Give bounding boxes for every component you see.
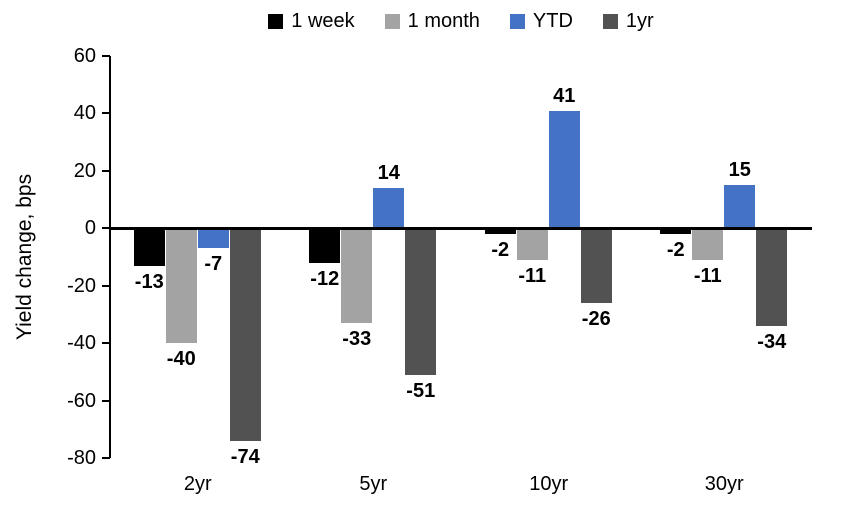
bar-1-month-2yr (165, 228, 197, 344)
bar-value-label: -7 (204, 253, 223, 276)
legend-item-1-week: 1 week (268, 8, 355, 34)
bar-YTD-2yr (197, 228, 229, 249)
y-tick-label: -40 (67, 332, 96, 355)
y-tick-label: 0 (84, 217, 96, 240)
chart-legend: 1 week 1 month YTD 1yr (110, 8, 812, 34)
zero-axis-line (110, 226, 812, 230)
legend-swatch-icon (509, 13, 525, 29)
bar-value-label: -26 (581, 307, 611, 330)
bar-1yr-30yr (756, 228, 788, 326)
bar-YTD-30yr (724, 185, 756, 229)
y-tick-mark (102, 169, 110, 172)
bar-value-label: 14 (377, 162, 400, 185)
y-tick-mark (102, 112, 110, 115)
bar-YTD-10yr (548, 110, 580, 229)
y-tick-mark (102, 457, 110, 459)
bar-value-label: 15 (728, 159, 751, 182)
legend-swatch-icon (384, 13, 400, 29)
bar-1-week-10yr (484, 228, 516, 235)
legend-item-1yr: 1yr (602, 8, 654, 34)
y-tick-label: 20 (73, 159, 96, 182)
y-tick-label: -80 (67, 447, 96, 469)
legend-item-1-month: 1 month (384, 8, 480, 34)
legend-label: 1 week (291, 10, 355, 32)
x-category-label: 2yr (183, 473, 212, 495)
bar-1-week-2yr (133, 228, 165, 266)
bar-YTD-5yr (373, 188, 405, 229)
y-tick-mark (102, 342, 110, 345)
y-tick-label: 40 (73, 102, 96, 125)
legend-item-YTD: YTD (509, 8, 573, 34)
bar-value-label: -40 (166, 348, 196, 371)
bar-1-week-30yr (660, 228, 692, 235)
y-tick-mark (102, 399, 110, 402)
bar-1yr-10yr (580, 228, 612, 303)
y-tick-label: -60 (67, 389, 96, 412)
legend-swatch-icon (602, 13, 618, 29)
bar-1yr-2yr (229, 228, 261, 441)
bar-value-label: -51 (406, 379, 436, 402)
bar-1-month-5yr (341, 228, 373, 324)
y-tick-mark (102, 227, 110, 230)
legend-label: 1 month (407, 10, 480, 32)
legend-swatch-icon (268, 13, 284, 29)
bar-value-label: -74 (230, 445, 260, 468)
y-tick-mark (102, 55, 110, 57)
bar-1-month-30yr (692, 228, 724, 260)
bar-value-label: -13 (134, 270, 164, 293)
x-category-label: 30yr (704, 473, 744, 495)
y-tick-label: -20 (67, 274, 96, 297)
bar-value-label: -34 (757, 330, 787, 353)
bar-value-label: -2 (491, 239, 510, 262)
x-category-label: 5yr (359, 473, 388, 495)
bar-1-week-5yr (309, 228, 341, 263)
bar-value-label: -11 (693, 264, 722, 287)
bar-1yr-5yr (405, 228, 437, 375)
bar-1-month-10yr (516, 228, 548, 260)
bar-value-label: -2 (666, 239, 685, 262)
legend-label: 1yr (625, 10, 654, 32)
bar-value-label: -12 (310, 267, 340, 290)
bar-value-label: -11 (518, 264, 547, 287)
bar-value-label: -33 (342, 328, 372, 351)
x-category-label: 10yr (529, 473, 569, 495)
bar-value-label: 41 (553, 84, 576, 107)
y-tick-mark (102, 284, 110, 287)
y-axis-line (109, 56, 111, 458)
y-tick-label: 60 (73, 45, 96, 67)
legend-label: YTD (532, 10, 573, 32)
